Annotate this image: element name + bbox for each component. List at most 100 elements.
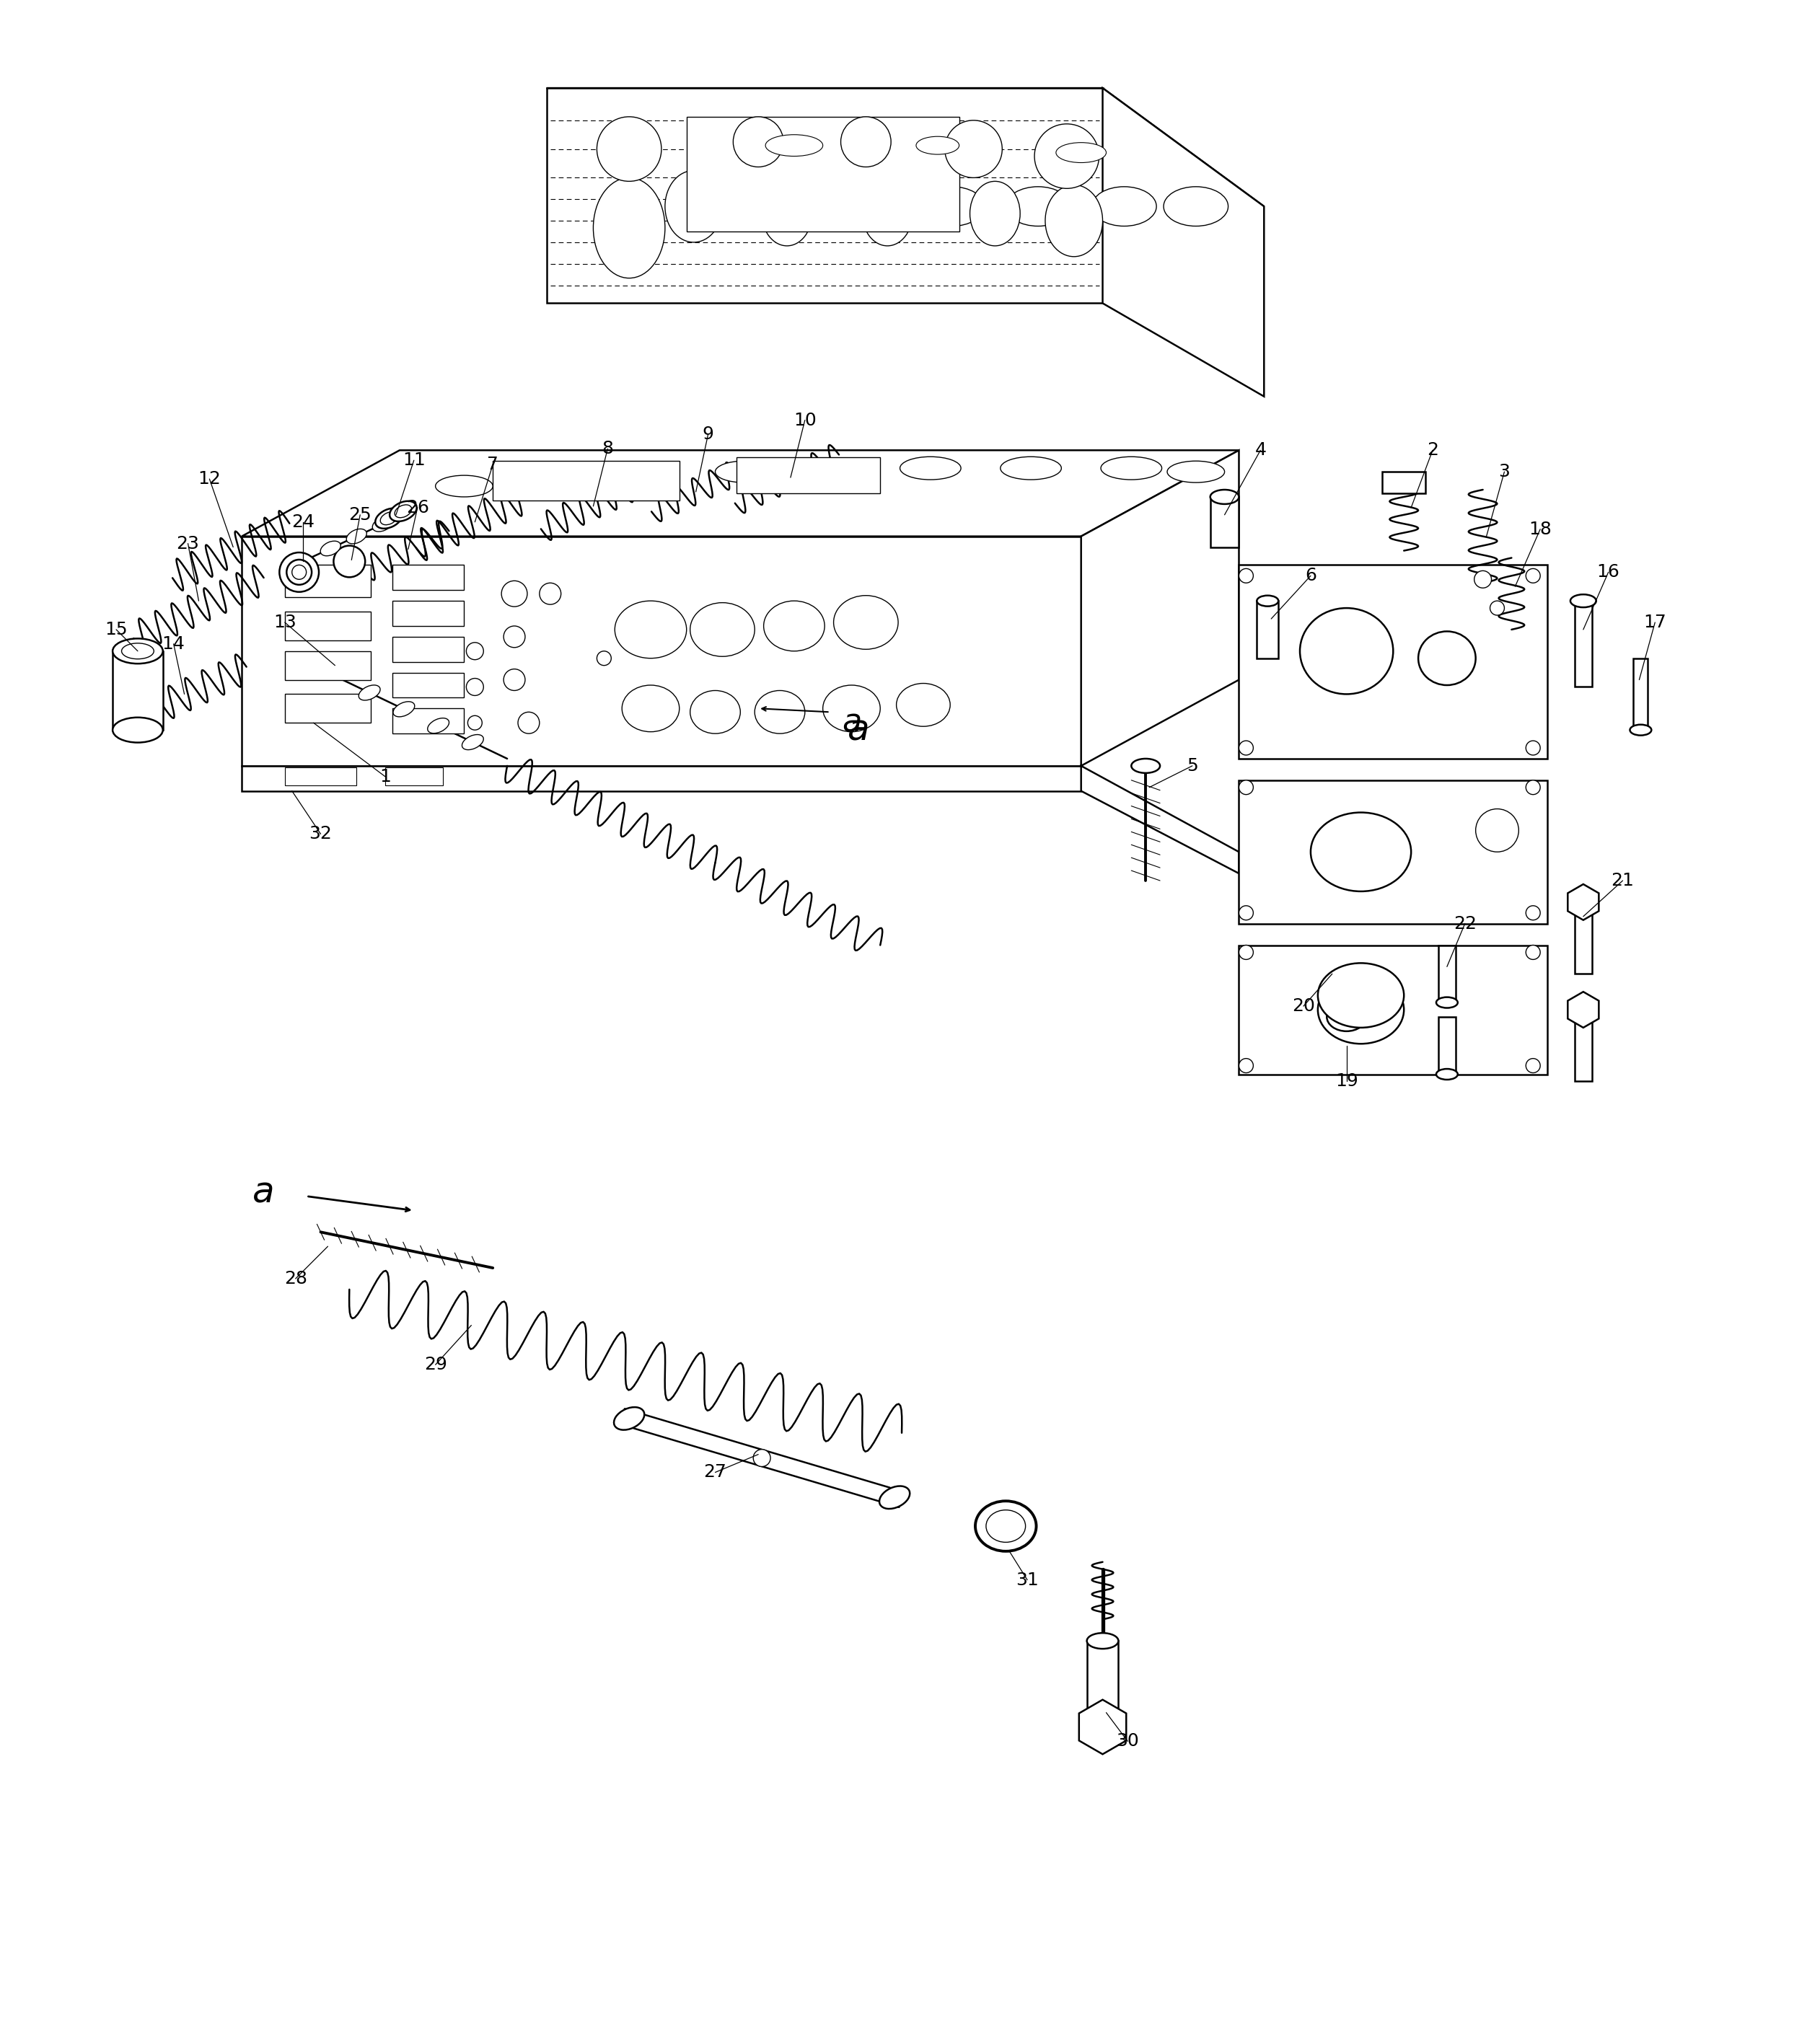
- Ellipse shape: [122, 643, 155, 659]
- Ellipse shape: [346, 528, 366, 544]
- Text: 18: 18: [1529, 520, 1552, 538]
- Ellipse shape: [1631, 724, 1651, 736]
- Ellipse shape: [359, 686, 380, 700]
- Ellipse shape: [1418, 631, 1476, 686]
- Circle shape: [733, 117, 783, 168]
- Ellipse shape: [1210, 490, 1239, 504]
- Text: 17: 17: [1643, 613, 1667, 631]
- Bar: [393, 564, 464, 591]
- Bar: [393, 672, 464, 698]
- Ellipse shape: [1001, 457, 1061, 479]
- Text: 12: 12: [198, 469, 220, 488]
- Text: 19: 19: [1336, 1072, 1358, 1090]
- Polygon shape: [1239, 945, 1547, 1074]
- Circle shape: [1525, 740, 1540, 755]
- Ellipse shape: [1132, 759, 1159, 773]
- Circle shape: [841, 117, 892, 168]
- Polygon shape: [1103, 89, 1265, 397]
- Text: 2: 2: [1427, 441, 1438, 459]
- Text: 32: 32: [309, 825, 333, 844]
- Ellipse shape: [879, 1487, 910, 1509]
- Ellipse shape: [1163, 186, 1228, 227]
- Text: 25: 25: [349, 506, 371, 524]
- Ellipse shape: [915, 136, 959, 154]
- Circle shape: [519, 712, 539, 734]
- Circle shape: [1034, 123, 1099, 188]
- Circle shape: [1525, 1058, 1540, 1072]
- Ellipse shape: [1336, 1009, 1358, 1026]
- Text: 9: 9: [703, 425, 713, 443]
- Bar: [284, 564, 371, 597]
- Polygon shape: [1239, 781, 1547, 925]
- Text: 31: 31: [1016, 1572, 1039, 1588]
- Circle shape: [466, 643, 484, 659]
- Text: 11: 11: [402, 451, 426, 469]
- Text: 6: 6: [1305, 566, 1316, 585]
- Ellipse shape: [1045, 184, 1103, 257]
- Bar: [1574, 902, 1592, 973]
- Circle shape: [1525, 568, 1540, 583]
- Ellipse shape: [1436, 1068, 1458, 1080]
- Polygon shape: [1081, 451, 1239, 767]
- Bar: [1574, 1009, 1592, 1082]
- Circle shape: [1239, 945, 1254, 959]
- Text: 23: 23: [177, 534, 200, 552]
- Bar: [1210, 498, 1239, 546]
- Circle shape: [1525, 945, 1540, 959]
- Circle shape: [468, 716, 482, 730]
- Text: 7: 7: [488, 455, 499, 473]
- Ellipse shape: [897, 684, 950, 726]
- Ellipse shape: [834, 186, 897, 227]
- Ellipse shape: [976, 1501, 1036, 1552]
- Text: 29: 29: [424, 1355, 448, 1374]
- Ellipse shape: [808, 459, 866, 481]
- Text: 5: 5: [1187, 757, 1198, 775]
- Text: 20: 20: [1292, 997, 1316, 1016]
- Text: 27: 27: [704, 1465, 726, 1481]
- Bar: [737, 457, 881, 494]
- Ellipse shape: [622, 686, 679, 732]
- Text: 21: 21: [1611, 872, 1634, 890]
- Ellipse shape: [1318, 963, 1403, 1028]
- Ellipse shape: [389, 502, 417, 522]
- Polygon shape: [1567, 884, 1598, 920]
- Ellipse shape: [664, 170, 723, 243]
- Polygon shape: [242, 767, 1081, 791]
- Polygon shape: [546, 89, 1103, 303]
- Circle shape: [539, 583, 561, 605]
- Polygon shape: [1081, 767, 1239, 874]
- Bar: [1634, 657, 1647, 730]
- Ellipse shape: [919, 186, 985, 227]
- Text: 3: 3: [1498, 463, 1511, 479]
- Bar: [393, 601, 464, 625]
- Ellipse shape: [1087, 1633, 1119, 1649]
- Circle shape: [1239, 781, 1254, 795]
- Ellipse shape: [763, 186, 826, 227]
- Ellipse shape: [462, 734, 484, 751]
- Text: 26: 26: [406, 500, 430, 516]
- Ellipse shape: [764, 601, 824, 651]
- Text: 10: 10: [794, 411, 817, 429]
- Circle shape: [1525, 781, 1540, 795]
- Bar: [493, 461, 679, 500]
- Text: 22: 22: [1454, 914, 1476, 933]
- Ellipse shape: [690, 186, 755, 227]
- Bar: [1438, 1018, 1456, 1074]
- Ellipse shape: [615, 601, 686, 657]
- Text: 24: 24: [291, 514, 315, 530]
- Circle shape: [1239, 740, 1254, 755]
- Ellipse shape: [593, 178, 664, 277]
- Ellipse shape: [863, 182, 912, 247]
- Ellipse shape: [528, 467, 586, 490]
- Ellipse shape: [428, 718, 450, 732]
- Circle shape: [502, 581, 528, 607]
- Ellipse shape: [986, 1509, 1025, 1542]
- Text: 13: 13: [273, 613, 297, 631]
- Ellipse shape: [766, 136, 823, 156]
- Ellipse shape: [690, 603, 755, 657]
- Ellipse shape: [715, 461, 773, 483]
- Circle shape: [1239, 1058, 1254, 1072]
- Circle shape: [1239, 568, 1254, 583]
- Polygon shape: [546, 89, 1265, 206]
- Ellipse shape: [1258, 595, 1278, 607]
